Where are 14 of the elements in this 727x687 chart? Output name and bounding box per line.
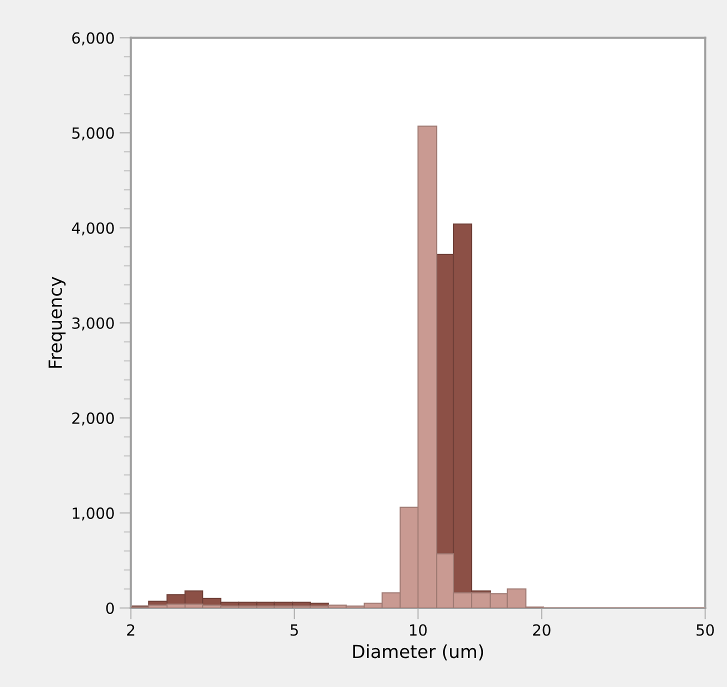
y-axis-title: Frequency: [48, 276, 66, 368]
y-tick-label: 5,000: [72, 127, 114, 140]
y-tick-label: 3,000: [72, 317, 114, 330]
y-tick-label: 0: [106, 602, 114, 614]
y-tick-label: 6,000: [72, 32, 114, 46]
y-tick-label: 2,000: [72, 412, 114, 426]
y-tick-label: 1,000: [72, 507, 114, 521]
x-tick-label: 20: [533, 624, 550, 636]
x-tick-label: 10: [410, 624, 427, 636]
x-axis-title: Diameter (um): [353, 644, 484, 660]
y-tick-label: 4,000: [72, 222, 114, 236]
x-tick-label: 50: [696, 624, 714, 636]
x-tick-label: 5: [290, 624, 298, 636]
x-tick-label: 2: [127, 624, 134, 636]
